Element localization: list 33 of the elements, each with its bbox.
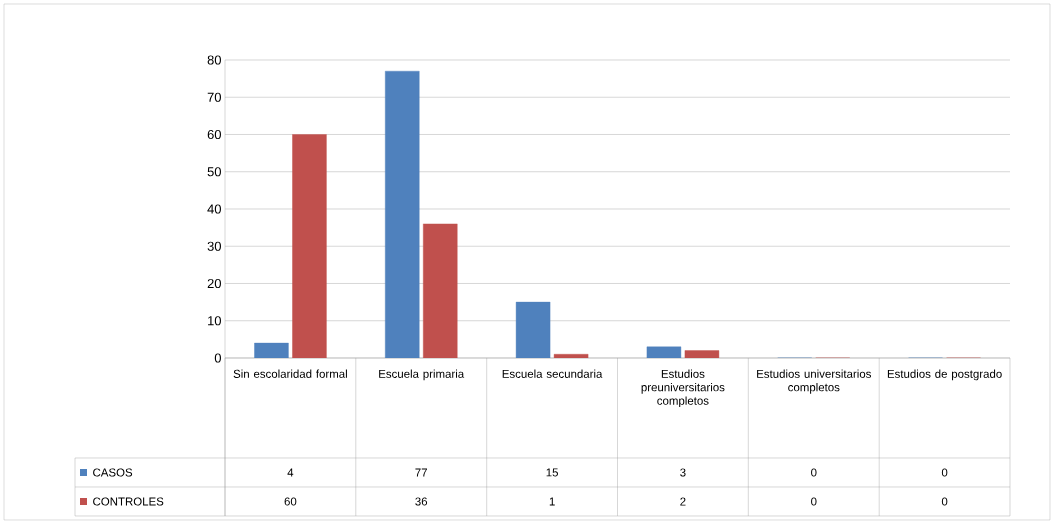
data-label: 0 [811, 468, 817, 477]
data-label: 60 [284, 497, 297, 506]
legend-label: CASOS [93, 468, 133, 477]
x-tick-label: Escuela secundaria [502, 369, 603, 378]
data-label: 36 [415, 497, 428, 506]
data-label: 0 [941, 497, 948, 506]
y-tick-label: 0 [214, 353, 221, 363]
y-tick-label: 60 [207, 129, 221, 140]
y-tick-label: 80 [207, 55, 221, 65]
data-label: 1 [549, 497, 555, 506]
data-label: 77 [415, 468, 427, 477]
data-label: 0 [941, 468, 948, 477]
y-tick-label: 70 [207, 92, 221, 102]
y-tick-label: 50 [207, 167, 221, 177]
x-tick-label: Estudios de postgrado [887, 369, 1002, 381]
x-tick-label: Escuela primaria [379, 369, 465, 381]
bar [292, 134, 327, 358]
legend-label: CONTROLES [93, 497, 164, 506]
x-tick-label: Estudios preuniversitarios completos [641, 369, 725, 408]
data-label: 15 [546, 468, 558, 477]
y-tick-label: 40 [207, 204, 221, 214]
x-tick-label: Estudios universitarios completos [757, 369, 871, 394]
bar [684, 350, 720, 358]
x-tick-label: Sin escolaridad formal [233, 369, 347, 378]
bar [423, 223, 458, 358]
data-label: 4 [287, 468, 294, 477]
data-label: 0 [811, 497, 817, 506]
bar [553, 354, 589, 358]
y-tick-label: 20 [207, 278, 221, 289]
y-tick-label: 10 [208, 316, 221, 326]
data-label: 2 [680, 497, 686, 506]
y-tick-label: 30 [207, 241, 221, 251]
data-label: 3 [680, 468, 686, 477]
